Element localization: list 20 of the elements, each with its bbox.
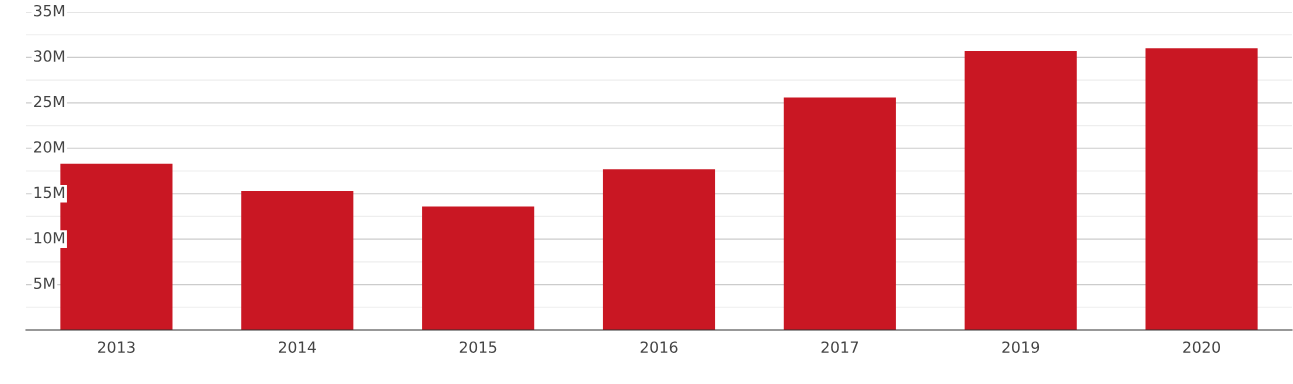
x-tick-label: 2016 (640, 341, 678, 353)
x-tick-label: 2019 (1002, 341, 1040, 353)
bar (964, 51, 1077, 330)
y-tick-label: 35M (34, 4, 65, 17)
x-tick-label: 2015 (459, 341, 497, 353)
x-tick-label: 2014 (278, 341, 316, 353)
y-tick-label: 10M (34, 232, 65, 244)
x-tick-label: 2013 (98, 341, 135, 353)
x-tick-label: 2017 (821, 341, 858, 353)
bar (783, 97, 896, 330)
x-tick-label: 2020 (1183, 341, 1220, 353)
bar (422, 206, 535, 330)
y-tick-label: 20M (34, 141, 65, 153)
bar (241, 190, 354, 330)
bar (602, 169, 716, 330)
y-tick-label: 15M (34, 186, 65, 199)
bar (1145, 48, 1258, 330)
y-tick-label: 5M (34, 277, 55, 289)
y-tick-label: 30M (34, 50, 65, 62)
y-tick-label: 25M (34, 95, 65, 108)
